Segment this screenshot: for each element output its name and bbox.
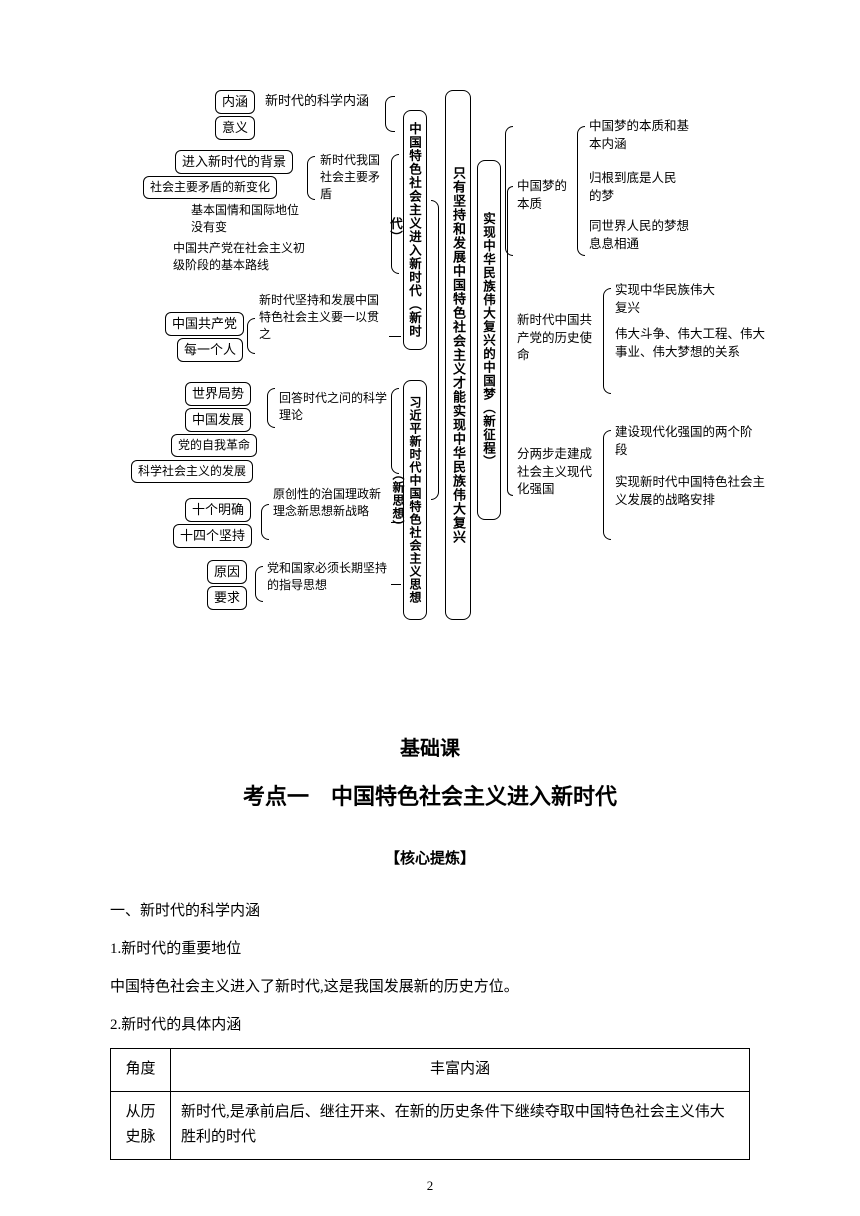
content-body: 基础课 考点一 中国特色社会主义进入新时代 【核心提炼】 一、新时代的科学内涵 … xyxy=(110,720,750,1160)
brace xyxy=(247,318,255,354)
para: 2.新时代的具体内涵 xyxy=(110,1010,750,1040)
text: 建设现代化强国的两个阶段 xyxy=(615,424,755,459)
section-heading: 基础课 xyxy=(110,732,750,761)
brace xyxy=(391,388,399,474)
text: 基本国情和国际地位没有变 xyxy=(191,202,301,236)
brace-mid xyxy=(507,186,513,496)
text: 党和国家必须长期坚持的指导思想 xyxy=(267,560,393,594)
brace xyxy=(391,154,399,274)
text: 归根到底是人民的梦 xyxy=(589,170,684,205)
tag: 意义 xyxy=(215,116,255,140)
tag: 中国共产党 xyxy=(165,312,244,336)
text: 中国共产党在社会主义初级阶段的基本路线 xyxy=(173,240,313,274)
tag: 原因 xyxy=(207,560,247,584)
tag: 世界局势 xyxy=(185,382,251,406)
tag: 十个明确 xyxy=(185,498,251,522)
content-table: 角度 丰富内涵 从历史脉 新时代,是承前启后、继往开来、在新的历史条件下继续夺取… xyxy=(110,1048,750,1160)
brace-right xyxy=(431,200,439,500)
center-col-1: 中国特色社会主义进入新时代（新时代） xyxy=(403,110,427,350)
connector xyxy=(391,584,401,585)
para: 1.新时代的重要地位 xyxy=(110,934,750,964)
main-col: 只有坚持和发展中国特色社会主义才能实现中华民族伟大复兴 xyxy=(445,90,471,620)
label: 分两步走建成社会主义现代化强国 xyxy=(517,446,603,499)
concept-diagram: 内涵 新时代的科学内涵 意义 进入新时代的背景 社会主要矛盾的新变化 基本国情和… xyxy=(175,90,785,660)
page-number: 2 xyxy=(0,1178,860,1194)
brace xyxy=(267,388,275,428)
brace xyxy=(603,430,611,540)
brace xyxy=(385,96,395,132)
topic-heading: 考点一 中国特色社会主义进入新时代 xyxy=(110,779,750,811)
th: 角度 xyxy=(111,1049,171,1092)
label: 中国梦的本质 xyxy=(517,178,577,213)
brace xyxy=(255,566,263,602)
tag: 要求 xyxy=(207,586,247,610)
center-col-2: 习近平新时代中国特色社会主义思想（新思想） xyxy=(403,380,427,620)
label: 新时代中国共产党的历史使命 xyxy=(517,312,603,365)
connector xyxy=(389,336,401,337)
text: 实现中华民族伟大复兴 xyxy=(615,282,725,317)
text: 新时代的科学内涵 xyxy=(265,92,369,110)
para: 中国特色社会主义进入了新时代,这是我国发展新的历史方位。 xyxy=(110,972,750,1002)
para: 一、新时代的科学内涵 xyxy=(110,896,750,926)
text: 原创性的治国理政新理念新思想新战略 xyxy=(273,486,391,520)
tag: 内涵 xyxy=(215,90,255,114)
text: 伟大斗争、伟大工程、伟大事业、伟大梦想的关系 xyxy=(615,326,765,361)
brace xyxy=(603,288,611,394)
tag: 社会主要矛盾的新变化 xyxy=(143,176,277,199)
text: 新时代我国社会主要矛盾 xyxy=(320,152,390,202)
text: 实现新时代中国特色社会主义发展的战略安排 xyxy=(615,474,765,509)
brace xyxy=(307,156,315,200)
td: 新时代,是承前启后、继往开来、在新的历史条件下继续夺取中国特色社会主义伟大胜利的… xyxy=(171,1091,750,1159)
text: 同世界人民的梦想息息相通 xyxy=(589,218,699,253)
text: 新时代坚持和发展中国特色社会主义要一以贯之 xyxy=(259,292,389,342)
right-col: 实现中华民族伟大复兴的中国梦（新征程） xyxy=(477,160,501,520)
tag: 进入新时代的背景 xyxy=(175,150,293,174)
th: 丰富内涵 xyxy=(171,1049,750,1092)
sub-heading: 【核心提炼】 xyxy=(110,847,750,868)
text: 回答时代之问的科学理论 xyxy=(279,390,389,424)
tag: 党的自我革命 xyxy=(171,434,257,457)
tag: 十四个坚持 xyxy=(173,524,252,548)
tag: 科学社会主义的发展 xyxy=(131,460,253,483)
td: 从历史脉 xyxy=(111,1091,171,1159)
text: 中国梦的本质和基本内涵 xyxy=(589,118,699,153)
tag: 每一个人 xyxy=(177,338,243,362)
brace xyxy=(577,126,585,256)
tag: 中国发展 xyxy=(185,408,251,432)
brace xyxy=(261,504,269,540)
